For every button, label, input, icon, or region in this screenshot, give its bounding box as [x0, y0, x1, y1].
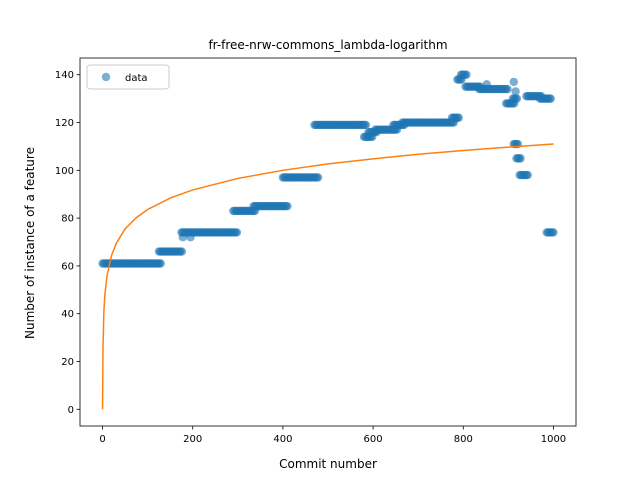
y-tick-label: 20: [61, 357, 74, 368]
data-point: [549, 228, 558, 237]
legend-label: data: [125, 73, 148, 84]
fit-line: [101, 143, 554, 410]
data-point: [509, 77, 518, 87]
data-point: [156, 259, 165, 268]
series-group: [98, 70, 558, 410]
data-point: [516, 154, 525, 163]
legend-marker: [101, 72, 111, 82]
data-point: [454, 113, 463, 122]
plot-area: [98, 70, 558, 410]
x-tick-label: 400: [273, 434, 292, 445]
data-point: [186, 233, 195, 242]
y-tick-label: 140: [55, 70, 74, 81]
y-axis-label: Number of instance of a feature: [23, 147, 37, 339]
x-axis-label: Commit number: [279, 457, 377, 471]
data-point: [482, 80, 491, 89]
y-tick-label: 0: [68, 405, 74, 416]
legend-box: [86, 64, 170, 90]
data-point: [232, 228, 242, 237]
data-point: [512, 94, 522, 103]
x-tick-label: 800: [454, 434, 473, 445]
axes-frame: [79, 57, 577, 427]
y-tick-label: 40: [61, 309, 74, 320]
chart-title: fr-free-nrw-commons_lambda-logarithm: [208, 38, 447, 52]
data-point: [462, 70, 471, 79]
x-tick-label: 600: [364, 434, 383, 445]
y-tick-label: 100: [55, 166, 74, 177]
data-point: [178, 233, 188, 242]
data-point: [546, 94, 555, 103]
data-point: [511, 87, 520, 96]
data-point: [523, 170, 532, 180]
ticks: 0 200 400 600 800 1000 0 20 40 60 80 100 120 140: [55, 70, 566, 445]
legend: data: [86, 64, 170, 90]
y-tick-label: 60: [61, 261, 74, 272]
y-tick-label: 120: [55, 118, 74, 129]
data-point: [313, 173, 323, 182]
y-tick-label: 80: [61, 214, 74, 225]
data-point: [361, 120, 371, 130]
data-point: [177, 247, 187, 256]
data-point: [503, 84, 512, 94]
x-tick-label: 200: [183, 434, 202, 445]
x-tick-label: 1000: [541, 434, 566, 445]
x-tick-label: 0: [99, 434, 105, 445]
data-point: [283, 201, 292, 211]
